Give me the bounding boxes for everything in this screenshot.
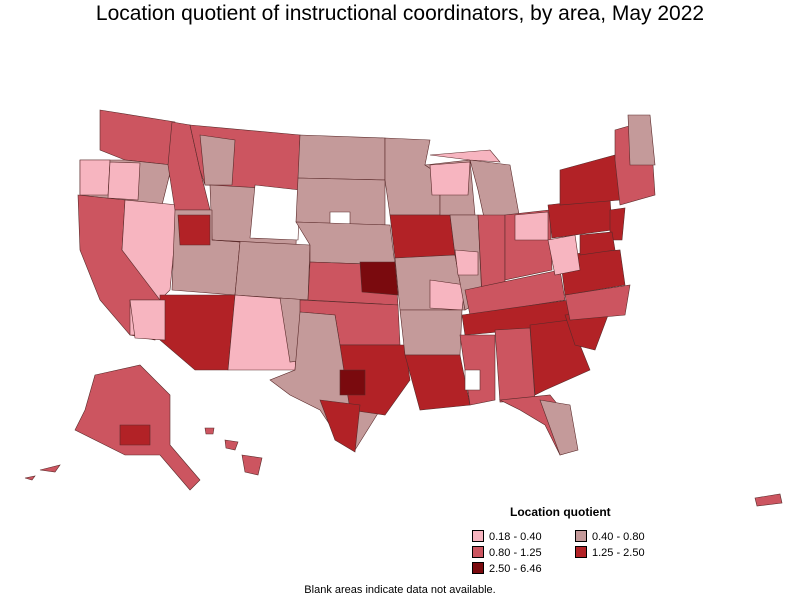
region-texas-south [319,399,361,453]
region-kansas-east [359,261,399,296]
legend-title: Location quotient [510,505,611,519]
map-title: Location quotient of instructional coord… [95,2,705,25]
legend-label: 0.80 - 1.25 [489,547,542,559]
legend-swatch [472,546,484,558]
region-ohio-north [514,211,549,241]
legend-label: 2.50 - 6.46 [489,563,542,575]
legend-swatch [575,530,587,542]
legend-swatch [472,530,484,542]
legend-item: 2.50 - 6.46 [472,562,542,575]
region-alabama [494,327,536,403]
hawaii [204,427,263,476]
region-north-dakota [297,134,386,181]
legend-item: 1.25 - 2.50 [575,546,645,559]
region-colorado [211,239,311,301]
footnote: Blank areas indicate data not available. [304,584,496,596]
region-hawaii-maui [224,439,239,451]
region-michigan [469,159,521,223]
region-mississippi-nodata [464,369,481,391]
region-maryland [579,231,616,256]
legend-swatch [472,562,484,574]
legend-item: 0.80 - 1.25 [472,546,542,559]
region-puerto-rico [754,493,783,507]
alaska [24,364,201,491]
region-wisconsin-north [429,161,471,196]
region-utah-north [177,214,211,246]
contiguous-us [77,109,656,456]
legend-label: 0.18 - 0.40 [489,531,542,543]
region-kentucky [464,269,566,316]
legend-label: 0.40 - 0.80 [592,531,645,543]
region-arizona-west [129,299,166,341]
region-nebraska [295,221,396,266]
legend-label: 1.25 - 2.50 [592,547,645,559]
region-illinois-central [454,249,479,276]
region-new-york [559,154,621,206]
region-pennsylvania [547,197,613,239]
region-iowa [389,214,456,259]
region-michigan-up [429,149,501,163]
region-texas-east [339,344,411,416]
region-alaska-south [119,424,151,446]
legend: Location quotient 0.18 - 0.40 0.40 - 0.8… [470,505,670,577]
region-oregon-west [79,159,111,196]
region-texas-center [339,369,366,396]
region-wyoming-nodata [249,184,301,241]
region-washington [99,109,176,166]
legend-item: 0.40 - 0.80 [575,530,645,543]
region-louisiana [404,354,471,411]
region-alaska-islands [24,464,61,481]
puerto-rico [754,493,783,507]
region-hawaii-big [241,454,263,476]
legend-item: 0.18 - 0.40 [472,530,542,543]
region-arkansas [399,309,463,356]
region-north-carolina [564,284,631,321]
region-arizona [159,294,236,371]
region-west-virginia [547,234,581,276]
region-montana-west [199,134,236,186]
region-maine [627,114,656,166]
region-florida-peninsula [539,399,579,456]
region-missouri-east [429,279,466,311]
region-hawaii-oahu [204,427,215,435]
legend-swatch [575,546,587,558]
region-new-jersey [609,207,626,241]
region-oregon-central [107,161,141,201]
